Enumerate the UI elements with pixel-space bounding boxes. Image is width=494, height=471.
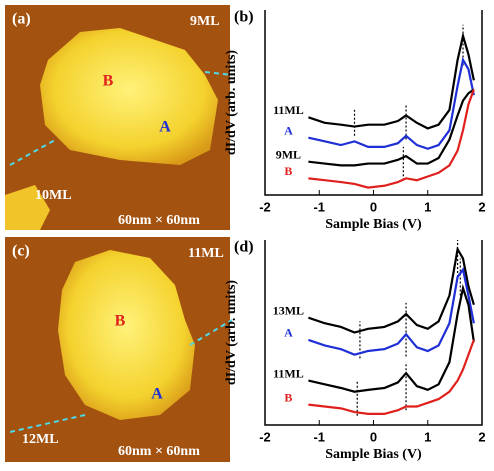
series-label: 9ML [276, 147, 301, 161]
spectrum-line [308, 89, 475, 189]
series-label: 11ML [273, 103, 304, 117]
island [58, 250, 195, 420]
thickness-label: 9ML [190, 14, 220, 29]
thickness-label: 11ML [188, 246, 224, 261]
x-tick-label: 2 [478, 199, 485, 214]
thickness-label: 12ML [22, 432, 59, 447]
x-tick-label: -2 [259, 199, 271, 214]
thickness-label: 10ML [35, 188, 72, 203]
spectrum-line [308, 31, 475, 130]
axis-frame [264, 240, 483, 426]
region-label: B [115, 313, 126, 330]
x-axis-label: Sample Bias (V) [325, 447, 422, 462]
y-axis-label: dI/dV (arb. units) [224, 50, 239, 156]
x-axis-label: Sample Bias (V) [325, 217, 422, 232]
y-axis-label: dI/dV (arb. units) [224, 280, 239, 386]
series-label: 13ML [273, 303, 304, 317]
panel-label: (a) [12, 11, 31, 28]
scale-label: 60nm × 60nm [118, 213, 200, 228]
x-tick-label: -2 [259, 429, 271, 444]
spectrum-line [308, 339, 475, 415]
x-tick-label: 1 [424, 199, 431, 214]
region-label: A [159, 119, 171, 136]
spectrum-line [308, 56, 475, 150]
panel-label: (c) [12, 243, 30, 260]
stm-image-c: (c) 11ML B A 12ML 60nm × 60nm [5, 237, 233, 462]
boundary-line [204, 71, 233, 76]
terrace [5, 185, 50, 230]
scale-label: 60nm × 60nm [118, 444, 200, 459]
spectrum-line [308, 246, 475, 334]
region-label: B [103, 73, 114, 90]
x-tick-label: -1 [313, 429, 325, 444]
boundary-line [9, 414, 86, 433]
spectrum-line [308, 88, 475, 167]
spectrum-line [308, 283, 475, 393]
stm-image-a: (a) 9ML B A 10ML 60nm × 60nm [5, 5, 233, 230]
series-label: A [284, 123, 293, 137]
series-label: B [284, 390, 292, 404]
series-label: 11ML [273, 366, 304, 380]
x-tick-label: -1 [313, 199, 325, 214]
x-tick-label: 2 [478, 429, 485, 444]
island [40, 28, 218, 165]
x-tick-label: 1 [424, 429, 431, 444]
panel-label: (d) [234, 239, 254, 256]
spectrum-line [308, 266, 475, 356]
panel-label: (b) [234, 9, 254, 26]
region-label: A [151, 386, 163, 403]
boundary-line [189, 319, 233, 346]
x-tick-label: 0 [370, 429, 377, 444]
x-tick-label: 0 [370, 199, 377, 214]
series-label: B [284, 164, 292, 178]
series-label: A [284, 326, 293, 340]
